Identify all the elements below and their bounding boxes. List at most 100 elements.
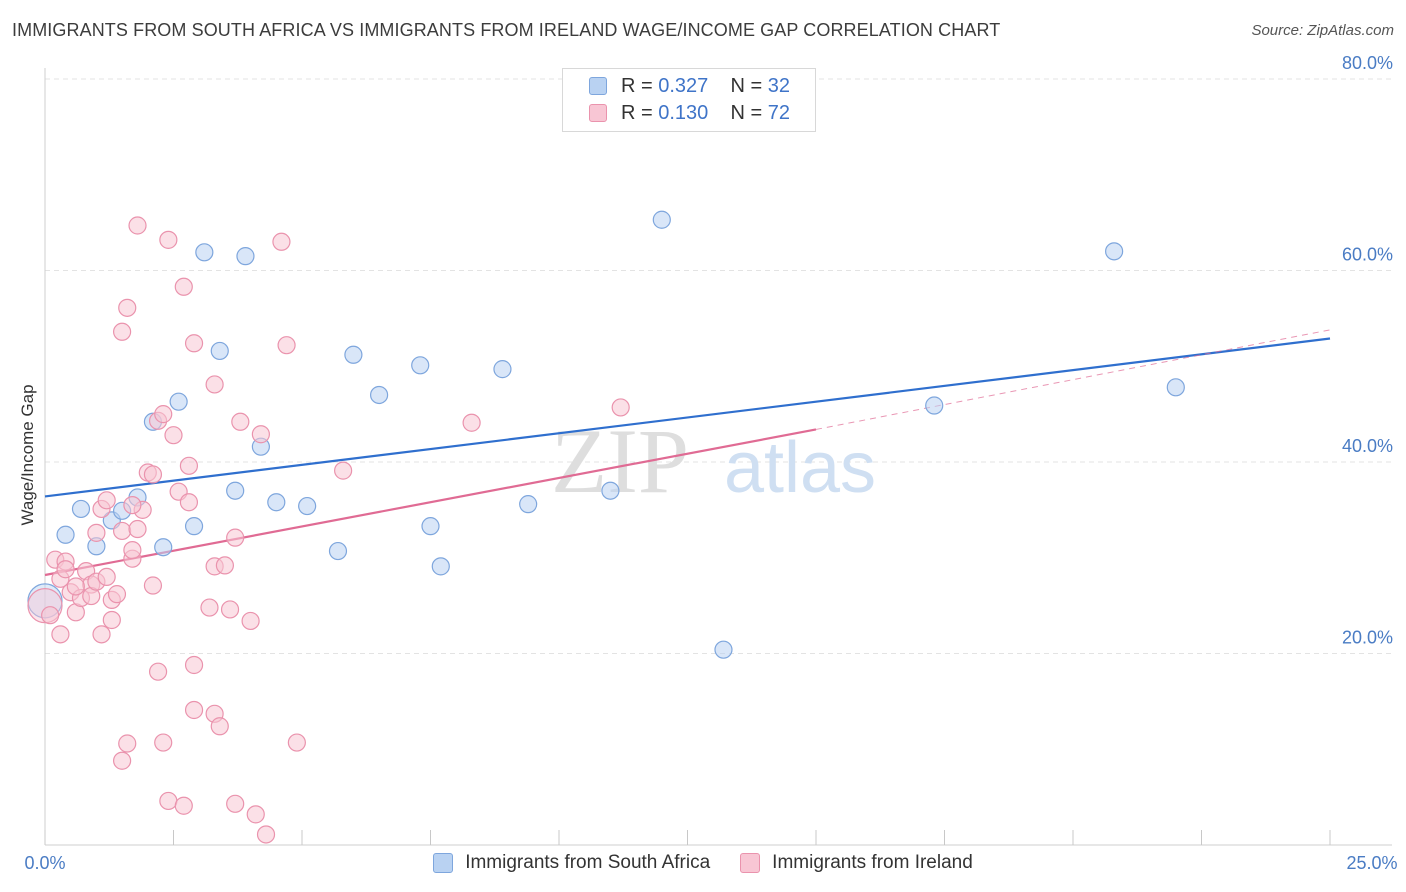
- point-ireland: [87, 523, 106, 542]
- point-ireland: [179, 493, 199, 512]
- legend-item-ireland[interactable]: Immigrants from Ireland: [740, 852, 973, 874]
- point-ireland: [112, 322, 132, 341]
- point-ireland: [256, 825, 276, 844]
- y-tick-label: 80.0%: [1342, 53, 1393, 73]
- point-south-africa: [431, 557, 450, 576]
- point-south-africa: [1105, 242, 1124, 261]
- point-south-africa: [925, 396, 944, 415]
- point-ireland: [159, 230, 178, 249]
- point-ireland: [334, 461, 353, 480]
- point-ireland: [462, 413, 481, 432]
- legend-swatch-blue: [589, 77, 607, 95]
- point-south-africa: [169, 392, 188, 411]
- point-ireland: [102, 610, 121, 630]
- point-south-africa: [195, 243, 214, 262]
- legend-swatch-pink: [740, 853, 761, 873]
- point-ireland: [41, 606, 60, 625]
- legend-box: R = 0.327 N = 32 R = 0.130 N = 72: [562, 68, 816, 132]
- point-ireland: [210, 717, 229, 736]
- legend-n-label: N =: [730, 101, 763, 124]
- point-ireland: [184, 700, 204, 720]
- point-ireland: [118, 298, 137, 317]
- point-ireland: [179, 456, 199, 475]
- point-ireland: [143, 465, 163, 484]
- point-south-africa: [714, 640, 733, 659]
- point-ireland: [611, 398, 630, 417]
- point-ireland: [112, 521, 132, 541]
- point-ireland: [92, 625, 111, 644]
- point-ireland: [97, 491, 116, 510]
- point-ireland: [277, 336, 296, 355]
- legend-label: Immigrants from South Africa: [465, 852, 711, 873]
- point-ireland: [66, 577, 85, 596]
- point-south-africa: [267, 493, 286, 512]
- point-ireland: [97, 567, 116, 587]
- point-ireland: [226, 528, 245, 547]
- source-label: Source: ZipAtlas.com: [1251, 22, 1394, 39]
- point-south-africa: [298, 496, 317, 516]
- point-ireland: [154, 405, 173, 424]
- point-ireland: [174, 277, 193, 296]
- watermark-atlas: atlas: [724, 428, 876, 508]
- point-ireland: [251, 425, 270, 444]
- legend-item-south-africa[interactable]: Immigrants from South Africa: [433, 852, 710, 874]
- point-south-africa: [328, 541, 348, 561]
- legend-r-value: 0.327: [658, 74, 709, 97]
- point-ireland: [241, 611, 260, 631]
- data-points: [27, 210, 1185, 844]
- point-ireland: [272, 232, 291, 251]
- point-ireland: [231, 412, 250, 431]
- point-ireland: [200, 598, 219, 617]
- point-ireland: [205, 375, 224, 394]
- axes: [44, 68, 1392, 846]
- watermark-zip: ZIP: [551, 410, 689, 512]
- point-ireland: [123, 540, 142, 560]
- point-ireland: [159, 791, 178, 811]
- point-south-africa: [226, 481, 245, 500]
- trend-line-ireland: [44, 428, 817, 577]
- point-south-africa: [1166, 378, 1185, 397]
- legend-n-value: 72: [767, 101, 791, 124]
- point-south-africa: [344, 345, 363, 364]
- point-ireland: [128, 216, 147, 235]
- y-tick-label: 60.0%: [1342, 245, 1393, 265]
- y-tick-label: 20.0%: [1342, 628, 1393, 648]
- point-ireland: [123, 495, 142, 515]
- chart-title: IMMIGRANTS FROM SOUTH AFRICA VS IMMIGRAN…: [12, 20, 1001, 40]
- point-ireland: [148, 662, 168, 681]
- point-south-africa: [601, 481, 620, 500]
- point-ireland: [164, 426, 183, 445]
- watermark: ZIP atlas: [551, 410, 876, 512]
- point-ireland: [107, 585, 127, 604]
- point-south-africa: [652, 210, 671, 229]
- point-ireland: [226, 794, 245, 813]
- y-tick-label: 40.0%: [1342, 436, 1393, 456]
- point-ireland: [220, 600, 240, 619]
- point-ireland: [287, 733, 306, 752]
- point-ireland: [112, 751, 132, 770]
- x-tick-label: 0.0%: [24, 853, 65, 873]
- point-ireland: [118, 734, 137, 753]
- x-tick-label: 25.0%: [1346, 853, 1397, 873]
- legend-row-ireland: R = 0.130 N = 72: [589, 100, 790, 126]
- series-legend: Immigrants from South Africa Immigrants …: [0, 852, 1406, 874]
- point-ireland: [154, 733, 173, 752]
- legend-n-value: 32: [767, 74, 791, 97]
- trend-line-ireland-extension: [815, 329, 1331, 430]
- point-ireland: [215, 556, 234, 575]
- legend-r-label: R =: [621, 74, 653, 97]
- point-south-africa: [184, 517, 204, 536]
- point-south-africa: [56, 525, 75, 544]
- legend-r-label: R =: [621, 101, 653, 124]
- point-ireland: [143, 576, 163, 595]
- grid-lines: [45, 78, 1392, 654]
- point-ireland: [174, 796, 193, 815]
- tick-labels: 20.0% 40.0% 60.0% 80.0% 0.0% 25.0%: [24, 53, 1397, 873]
- point-ireland: [128, 519, 147, 539]
- point-south-africa: [421, 517, 440, 536]
- point-ireland: [51, 625, 70, 644]
- point-south-africa: [519, 495, 538, 514]
- legend-swatch-pink: [589, 104, 607, 122]
- point-ireland: [184, 655, 204, 675]
